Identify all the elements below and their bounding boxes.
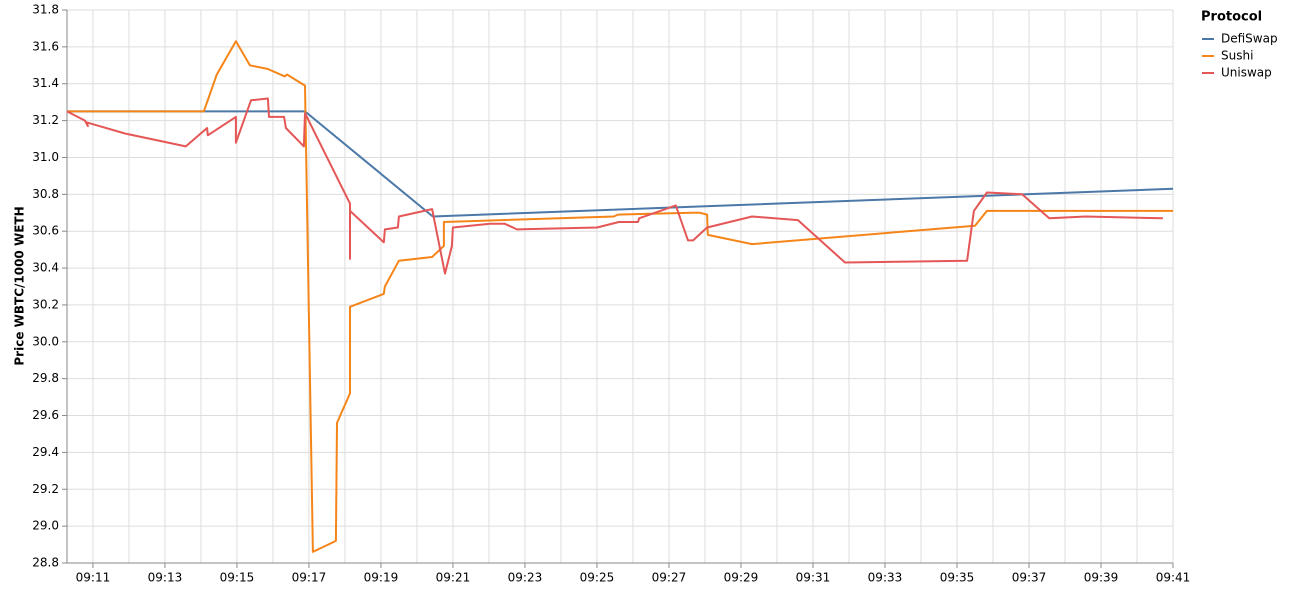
line [67,110,1174,218]
x-tick-label: 09:25 [580,571,615,585]
y-tick-label: 29.0 [32,519,59,533]
y-tick-label: 31.0 [32,150,59,164]
x-tick-label: 09:33 [868,571,903,585]
y-tick-label: 31.2 [32,113,59,127]
x-tick-label: 09:11 [76,571,111,585]
y-tick-label: 28.8 [32,556,59,570]
y-tick-label: 30.2 [32,297,59,311]
y-tick-label: 30.0 [32,334,59,348]
x-tick-label: 09:35 [940,571,975,585]
y-tick-label: 31.6 [32,39,59,53]
y-tick-label: 30.6 [32,224,59,238]
y-tick-label: 29.8 [32,371,59,385]
legend-label: Uniswap [1221,66,1272,80]
x-tick-label: 09:17 [292,571,327,585]
y-tick-label: 31.4 [32,76,59,90]
x-tick-label: 09:21 [436,571,471,585]
x-tick-label: 09:29 [724,571,759,585]
y-tick-label: 31.8 [32,3,59,17]
y-axis-title: Price WBTC/1000 WETH [13,206,27,365]
x-tick-label: 09:37 [1012,571,1047,585]
line [66,97,1163,275]
x-tick-label: 09:23 [508,571,543,585]
y-tick-label: 29.6 [32,408,59,422]
x-tick-label: 09:27 [652,571,687,585]
y-tick-label: 30.8 [32,187,59,201]
legend-title: Protocol [1201,10,1262,25]
x-tick-label: 09:31 [796,571,831,585]
legend-label: DefiSwap [1221,32,1278,46]
x-tick-label: 09:15 [220,571,255,585]
legend-label: Sushi [1221,49,1253,63]
line [67,40,1173,553]
y-tick-label: 29.2 [32,482,59,496]
x-tick-label: 09:41 [1156,571,1191,585]
x-tick-label: 09:13 [148,571,183,585]
x-tick-label: 09:39 [1084,571,1119,585]
y-tick-label: 29.4 [32,445,59,459]
y-tick-label: 30.4 [32,261,59,275]
x-tick-label: 09:19 [364,571,399,585]
